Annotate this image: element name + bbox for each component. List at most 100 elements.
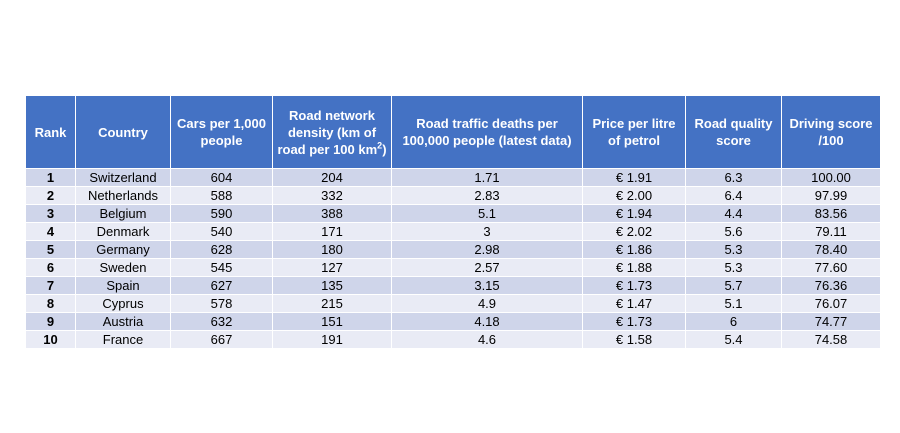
cell-deaths: 2.83 (391, 186, 583, 205)
header-country: Country (75, 95, 171, 169)
cell-petrol: € 1.73 (582, 312, 686, 331)
table-row: 5 Germany 628 180 2.98 € 1.86 5.3 78.40 (25, 240, 881, 259)
cell-petrol: € 1.91 (582, 168, 686, 187)
cell-rank: 10 (25, 330, 76, 349)
cell-rank: 2 (25, 186, 76, 205)
cell-deaths: 3.15 (391, 276, 583, 295)
cell-country: Belgium (75, 204, 171, 223)
cell-density: 151 (272, 312, 392, 331)
cell-rank: 9 (25, 312, 76, 331)
cell-petrol: € 1.73 (582, 276, 686, 295)
cell-rank: 5 (25, 240, 76, 259)
cell-petrol: € 1.58 (582, 330, 686, 349)
cell-quality: 5.3 (685, 240, 782, 259)
cell-petrol: € 1.88 (582, 258, 686, 277)
cell-country: Sweden (75, 258, 171, 277)
cell-density: 204 (272, 168, 392, 187)
cell-quality: 5.3 (685, 258, 782, 277)
cell-density: 191 (272, 330, 392, 349)
cell-rank: 6 (25, 258, 76, 277)
cell-rank: 4 (25, 222, 76, 241)
cell-cars: 627 (170, 276, 273, 295)
cell-cars: 590 (170, 204, 273, 223)
cell-rank: 1 (25, 168, 76, 187)
cell-country: Austria (75, 312, 171, 331)
cell-score: 74.77 (781, 312, 881, 331)
header-rank: Rank (25, 95, 76, 169)
cell-score: 100.00 (781, 168, 881, 187)
header-cars: Cars per 1,000 people (170, 95, 273, 169)
cell-quality: 5.1 (685, 294, 782, 313)
header-petrol: Price per litre of petrol (582, 95, 686, 169)
cell-density: 171 (272, 222, 392, 241)
cell-rank: 3 (25, 204, 76, 223)
table-row: 1 Switzerland 604 204 1.71 € 1.91 6.3 10… (25, 168, 881, 187)
table-row: 8 Cyprus 578 215 4.9 € 1.47 5.1 76.07 (25, 294, 881, 313)
cell-petrol: € 1.86 (582, 240, 686, 259)
cell-deaths: 2.98 (391, 240, 583, 259)
cell-country: Cyprus (75, 294, 171, 313)
cell-density: 127 (272, 258, 392, 277)
cell-cars: 540 (170, 222, 273, 241)
cell-cars: 632 (170, 312, 273, 331)
cell-score: 76.07 (781, 294, 881, 313)
cell-quality: 6.3 (685, 168, 782, 187)
cell-quality: 4.4 (685, 204, 782, 223)
table-row: 2 Netherlands 588 332 2.83 € 2.00 6.4 97… (25, 186, 881, 205)
cell-petrol: € 2.02 (582, 222, 686, 241)
header-score: Driving score /100 (781, 95, 881, 169)
cell-cars: 628 (170, 240, 273, 259)
cell-quality: 6.4 (685, 186, 782, 205)
cell-score: 79.11 (781, 222, 881, 241)
cell-rank: 8 (25, 294, 76, 313)
table-header: Rank Country Cars per 1,000 people Road … (25, 95, 881, 169)
cell-cars: 545 (170, 258, 273, 277)
table-row: 9 Austria 632 151 4.18 € 1.73 6 74.77 (25, 312, 881, 331)
cell-deaths: 4.6 (391, 330, 583, 349)
cell-country: Spain (75, 276, 171, 295)
cell-density: 388 (272, 204, 392, 223)
header-row: Rank Country Cars per 1,000 people Road … (25, 95, 881, 169)
cell-score: 97.99 (781, 186, 881, 205)
cell-score: 78.40 (781, 240, 881, 259)
cell-quality: 5.7 (685, 276, 782, 295)
cell-country: Denmark (75, 222, 171, 241)
cell-score: 74.58 (781, 330, 881, 349)
table-row: 6 Sweden 545 127 2.57 € 1.88 5.3 77.60 (25, 258, 881, 277)
table-row: 10 France 667 191 4.6 € 1.58 5.4 74.58 (25, 330, 881, 349)
header-road-density-sup: 2 (377, 140, 383, 151)
cell-deaths: 5.1 (391, 204, 583, 223)
cell-score: 83.56 (781, 204, 881, 223)
cell-cars: 578 (170, 294, 273, 313)
cell-quality: 5.6 (685, 222, 782, 241)
cell-deaths: 4.18 (391, 312, 583, 331)
table-row: 7 Spain 627 135 3.15 € 1.73 5.7 76.36 (25, 276, 881, 295)
cell-score: 77.60 (781, 258, 881, 277)
cell-cars: 588 (170, 186, 273, 205)
cell-country: Netherlands (75, 186, 171, 205)
cell-country: Switzerland (75, 168, 171, 187)
header-deaths: Road traffic deaths per 100,000 people (… (391, 95, 583, 169)
cell-petrol: € 1.94 (582, 204, 686, 223)
cell-density: 180 (272, 240, 392, 259)
cell-petrol: € 1.47 (582, 294, 686, 313)
cell-density: 215 (272, 294, 392, 313)
cell-deaths: 2.57 (391, 258, 583, 277)
table-row: 4 Denmark 540 171 3 € 2.02 5.6 79.11 (25, 222, 881, 241)
cell-cars: 604 (170, 168, 273, 187)
header-road-density-text: Road network density (km of road per 100… (277, 107, 378, 157)
cell-density: 135 (272, 276, 392, 295)
header-road-density-end: ) (382, 141, 387, 157)
cell-quality: 5.4 (685, 330, 782, 349)
cell-score: 76.36 (781, 276, 881, 295)
driving-ranking-table: Rank Country Cars per 1,000 people Road … (25, 95, 881, 349)
cell-deaths: 1.71 (391, 168, 583, 187)
cell-rank: 7 (25, 276, 76, 295)
cell-cars: 667 (170, 330, 273, 349)
cell-country: Germany (75, 240, 171, 259)
cell-country: France (75, 330, 171, 349)
table-row: 3 Belgium 590 388 5.1 € 1.94 4.4 83.56 (25, 204, 881, 223)
cell-quality: 6 (685, 312, 782, 331)
cell-deaths: 4.9 (391, 294, 583, 313)
